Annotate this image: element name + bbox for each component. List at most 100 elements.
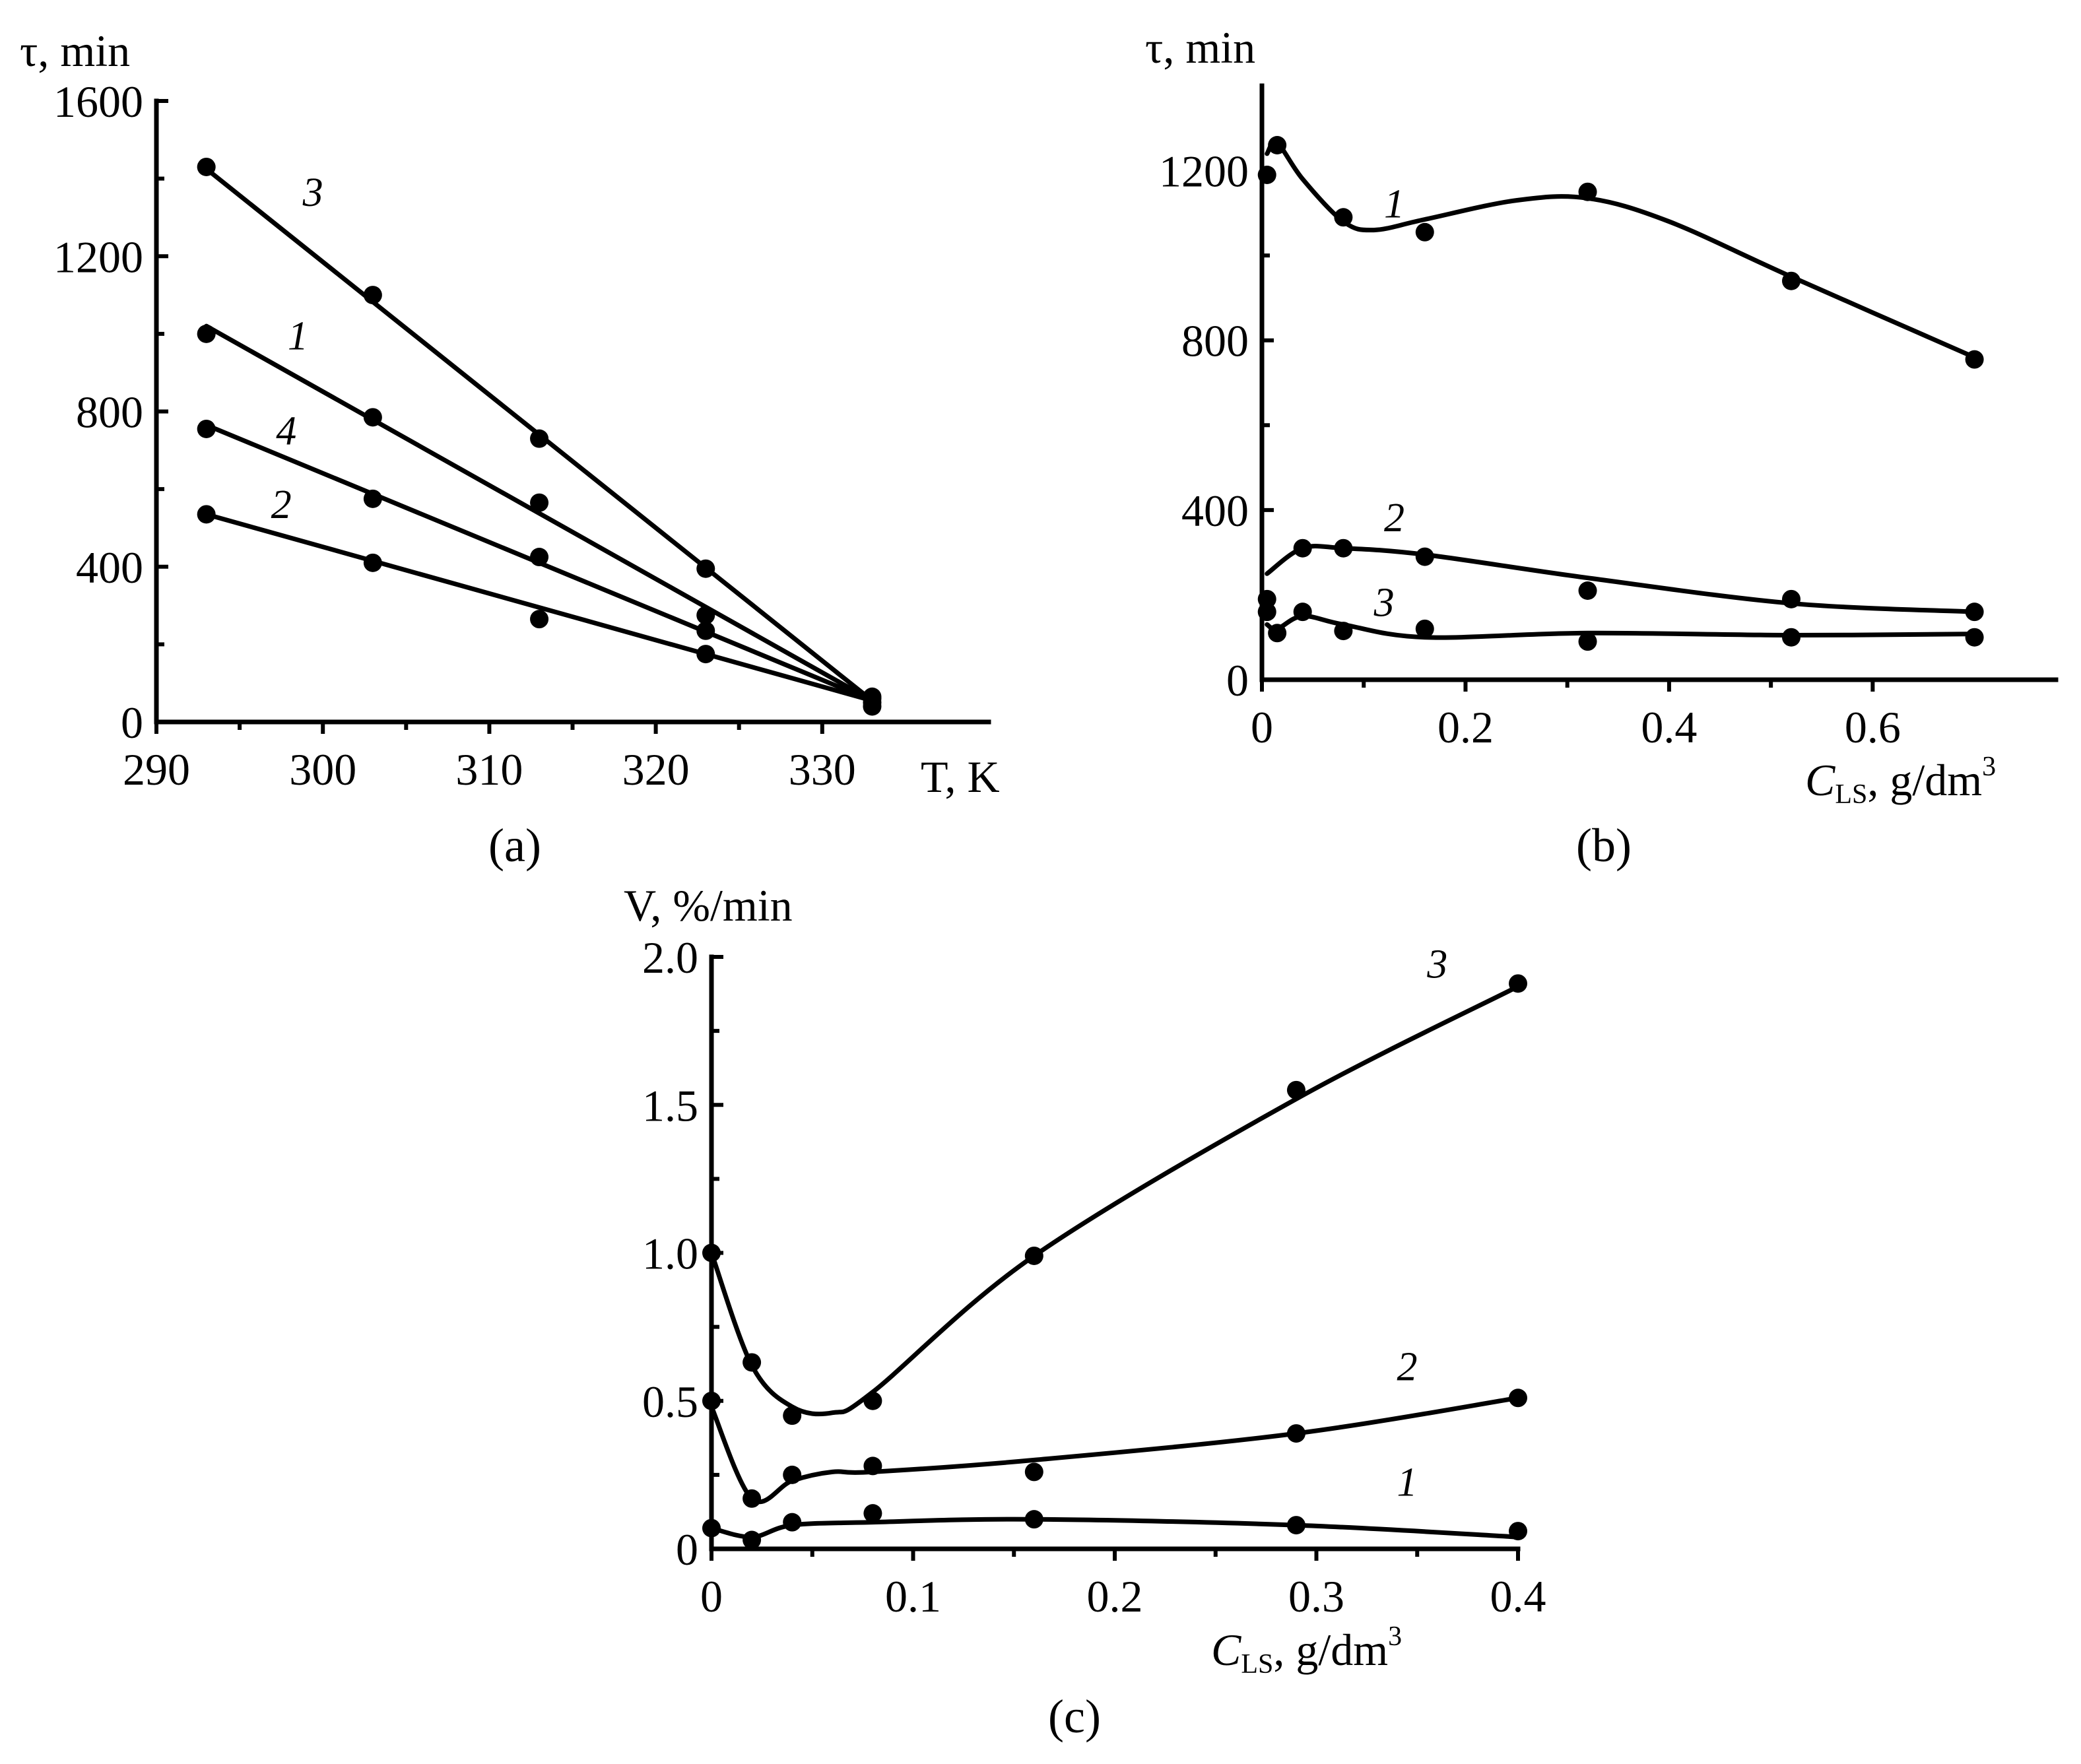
x-tick-label: 330 — [789, 744, 856, 795]
series-2: 2 — [1257, 496, 1984, 622]
data-point — [1334, 208, 1353, 227]
y-tick-label: 1200 — [53, 232, 143, 282]
x-axis-title: T, K — [921, 752, 1000, 802]
x-tick-label: 0 — [700, 1571, 723, 1621]
data-point — [1024, 1510, 1043, 1529]
series-label: 3 — [1373, 581, 1395, 626]
data-point — [1024, 1462, 1043, 1482]
data-point — [1257, 166, 1276, 184]
series-label: 3 — [302, 170, 323, 215]
data-point — [696, 559, 715, 578]
series-2-line — [204, 511, 875, 703]
x-tick-label: 0.4 — [1490, 1571, 1546, 1621]
data-point — [1268, 136, 1287, 154]
x-axis-title-unit: , g/dm — [1867, 755, 1982, 805]
y-axis-title: τ, min — [1145, 22, 1255, 73]
data-point — [1268, 624, 1287, 643]
data-point — [783, 1465, 802, 1484]
data-point — [863, 1456, 882, 1476]
data-point — [1286, 1424, 1305, 1443]
data-point — [1782, 628, 1800, 647]
data-point — [1782, 271, 1800, 290]
data-point — [1257, 603, 1276, 622]
data-point — [696, 621, 715, 640]
data-point — [363, 408, 382, 427]
series-1-line — [709, 1517, 1521, 1540]
series-2-line — [1265, 543, 1977, 614]
x-tick-label: 290 — [123, 744, 190, 795]
data-point — [530, 610, 549, 629]
data-point — [363, 553, 382, 572]
x-tick-label: 300 — [289, 744, 356, 795]
data-point — [1509, 1522, 1527, 1541]
data-point — [197, 157, 216, 176]
x-tick-label: 310 — [455, 744, 523, 795]
data-point — [1024, 1246, 1043, 1265]
series-1: 1 — [197, 313, 882, 712]
y-tick-label: 0 — [1226, 655, 1249, 705]
series-1-line — [1265, 140, 1977, 360]
data-point — [197, 324, 216, 343]
x-tick-label: 0.4 — [1641, 702, 1697, 752]
series-2-line — [709, 1395, 1521, 1505]
x-axis-title-symbol: C — [1805, 755, 1835, 805]
series-label: 2 — [271, 482, 292, 527]
series-label: 2 — [1397, 1344, 1417, 1389]
y-axis-title: V, %/min — [624, 880, 793, 931]
data-point — [1965, 350, 1984, 369]
x-axis-title-subscript: LS — [1241, 1649, 1273, 1680]
data-point — [743, 1530, 762, 1550]
y-tick-label: 1.5 — [642, 1080, 698, 1130]
x-tick-label: 0.2 — [1087, 1571, 1143, 1621]
data-point — [1286, 1080, 1305, 1099]
series-3-line — [709, 984, 1521, 1417]
series-label: 4 — [276, 408, 296, 453]
data-point — [702, 1391, 721, 1410]
y-tick-label: 400 — [76, 542, 143, 593]
y-tick-label: 1600 — [53, 77, 143, 127]
data-point — [530, 493, 549, 512]
data-point — [783, 1513, 802, 1532]
series-1: 1 — [702, 1460, 1527, 1550]
x-tick-label: 0.1 — [885, 1571, 941, 1621]
data-point — [702, 1243, 721, 1262]
x-tick-label: 0 — [1251, 702, 1273, 752]
data-point — [530, 548, 549, 567]
data-point — [1509, 974, 1527, 993]
y-tick-label: 1.0 — [642, 1229, 698, 1279]
data-point — [702, 1519, 721, 1538]
data-point — [1334, 539, 1353, 558]
x-axis-title: CLS, g/dm3 — [1211, 1621, 1402, 1680]
data-point — [696, 645, 715, 664]
y-axis-title: τ, min — [20, 26, 130, 76]
data-point — [863, 687, 882, 706]
series-4: 4 — [197, 408, 882, 706]
y-tick-label: 0.5 — [642, 1377, 698, 1427]
x-axis-title-unit: , g/dm — [1273, 1625, 1388, 1675]
data-point — [1415, 547, 1434, 566]
x-axis-title-superscript: 3 — [1388, 1621, 1402, 1652]
y-tick-label: 0 — [676, 1524, 698, 1575]
x-axis-title-subscript: LS — [1835, 779, 1867, 810]
data-point — [1965, 603, 1984, 622]
data-point — [1578, 581, 1597, 600]
data-point — [363, 286, 382, 305]
data-point — [1257, 589, 1276, 608]
data-point — [1965, 628, 1984, 647]
x-tick-label: 0.6 — [1845, 702, 1901, 752]
data-point — [530, 429, 549, 448]
series-label: 1 — [1384, 181, 1404, 226]
data-point — [1286, 1516, 1305, 1535]
y-tick-label: 400 — [1181, 486, 1249, 536]
data-point — [1415, 222, 1434, 242]
x-axis-title: CLS, g/dm3 — [1805, 752, 1996, 810]
series-1: 1 — [1257, 136, 1984, 369]
data-point — [1334, 622, 1353, 641]
panel-label: (c) — [1048, 1690, 1101, 1743]
series-2: 2 — [197, 482, 882, 716]
x-tick-label: 0.2 — [1437, 702, 1494, 752]
x-tick-label: 320 — [622, 744, 690, 795]
x-tick-label: 0.3 — [1288, 1571, 1344, 1621]
